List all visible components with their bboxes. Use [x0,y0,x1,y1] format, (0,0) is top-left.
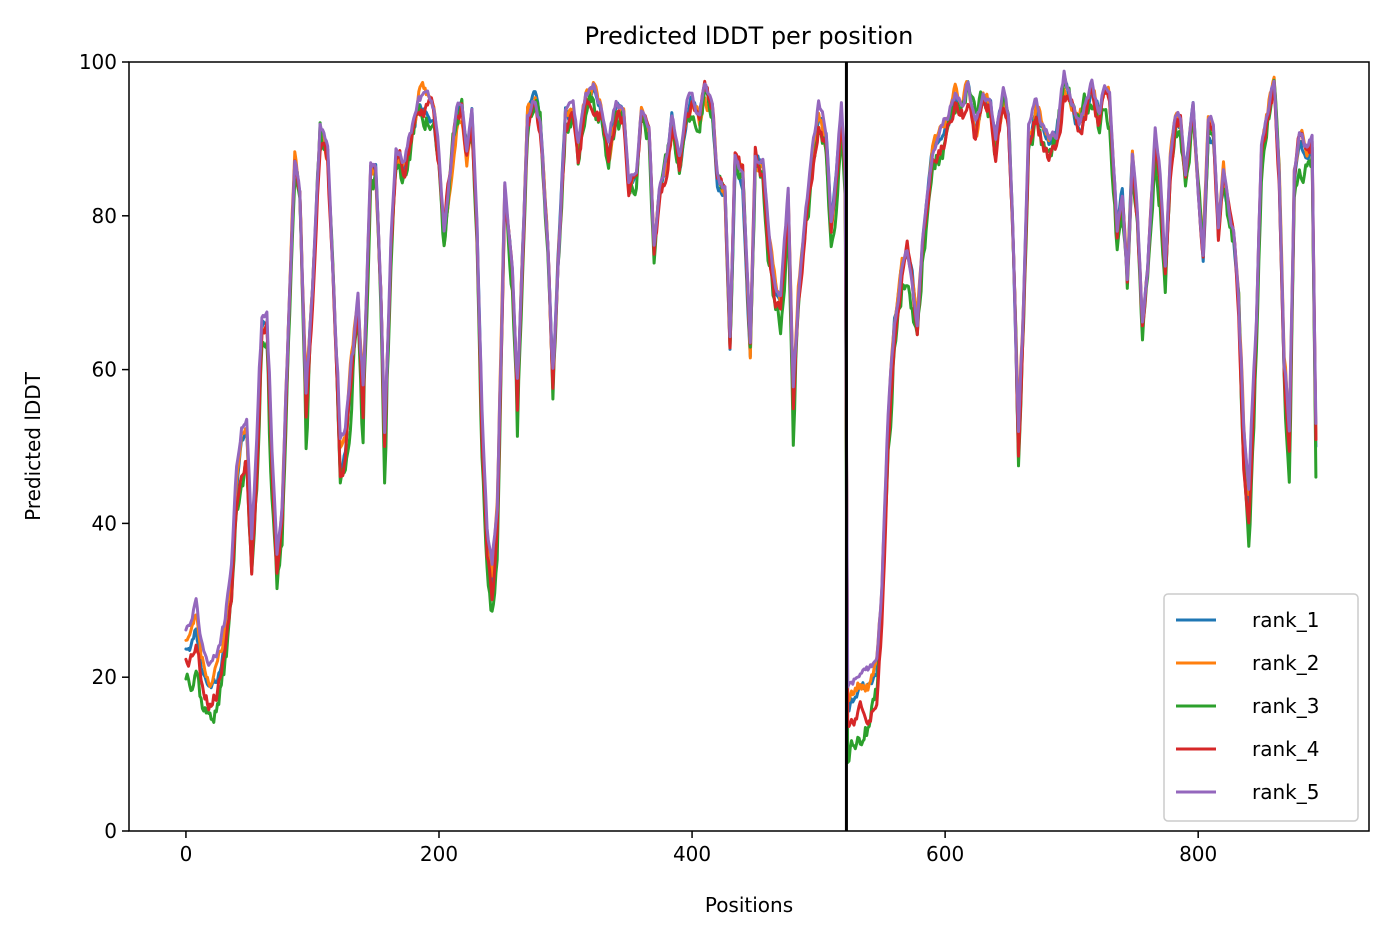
y-tick-label: 100 [79,50,117,74]
x-tick-label: 400 [673,842,711,866]
series-line-rank_2 [184,75,1318,703]
series-line-rank_1 [184,74,1318,713]
x-tick-label: 0 [180,842,193,866]
legend-box [1163,593,1359,822]
y-tick-label: 60 [92,358,117,382]
y-axis-title: Predicted lDDT [21,371,45,521]
legend-label: rank_2 [1252,651,1319,675]
x-tick-label: 600 [926,842,964,866]
y-tick-label: 40 [92,511,117,535]
x-tick-label: 800 [1179,842,1217,866]
legend-label: rank_3 [1252,694,1319,718]
series-line-rank_4 [184,79,1318,728]
legend-label: rank_1 [1252,608,1319,632]
legend-label: rank_4 [1252,737,1319,761]
series-line-rank_3 [184,77,1318,764]
series-line-rank_5 [184,69,1318,689]
y-tick-label: 80 [92,204,117,228]
plot-series [184,69,1318,764]
x-tick-label: 200 [420,842,458,866]
x-axis-title: Positions [705,893,793,917]
y-axis-ticks: 0 20 40 60 80 100 [79,50,129,843]
y-tick-label: 0 [104,819,117,843]
legend: rank_1 rank_2 rank_3 rank_4 rank_5 [1163,593,1359,822]
x-axis-ticks: 0 200 400 600 800 [180,831,1217,866]
y-tick-label: 20 [92,665,117,689]
legend-label: rank_5 [1252,780,1319,804]
plot-frame [128,61,1370,832]
chart-title: Predicted lDDT per position [585,22,914,50]
